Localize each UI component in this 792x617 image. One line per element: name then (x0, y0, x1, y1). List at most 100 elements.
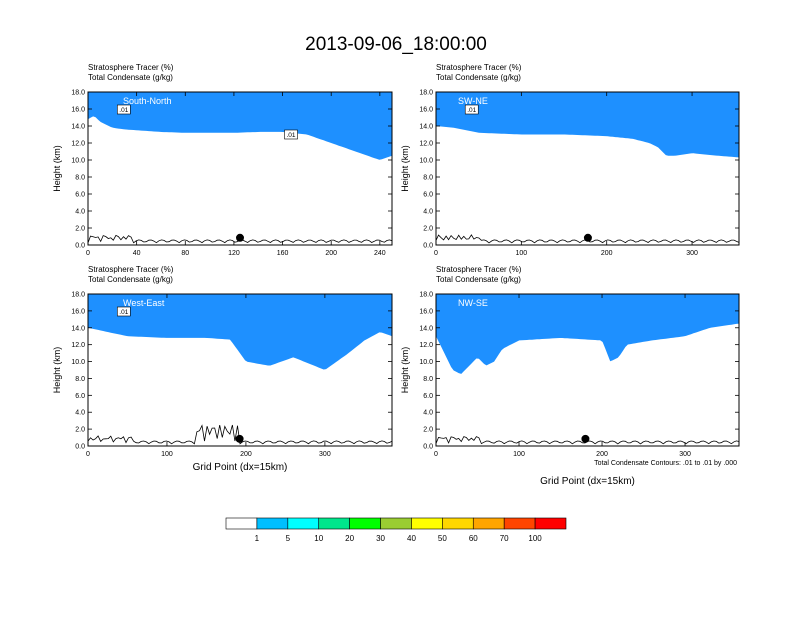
colorbar-label: 1 (255, 534, 260, 543)
panel-label: NW-SE (458, 298, 488, 308)
x-tick-label: 0 (434, 250, 438, 257)
y-tick-label: 0.0 (75, 243, 85, 250)
plot-area (436, 294, 739, 446)
panel-sw-ne: .01 0.0 2.0 4.0 6.0 8.0 10.0 12.0 14.0 16.0 18.0 0 1… (400, 63, 740, 257)
tracer-band-1 (88, 92, 392, 160)
x-tick-label: 100 (513, 451, 525, 458)
colorbar-box (225, 517, 258, 530)
x-tick-label: 160 (277, 250, 289, 257)
x-tick-label: 0 (86, 250, 90, 257)
panel-title-condensate: Total Condensate (g/kg) (88, 73, 173, 82)
panel-title-condensate: Total Condensate (g/kg) (436, 275, 521, 284)
contour-label-text: .01 (119, 107, 128, 114)
y-tick-label: 6.0 (75, 192, 85, 199)
plot-frame (87, 293, 393, 447)
location-marker (581, 434, 590, 443)
x-tick-label: 200 (325, 250, 337, 257)
y-axis-label: Height (km) (400, 145, 410, 192)
y-tick-label: 2.0 (75, 226, 85, 233)
colorbar-label: 20 (345, 534, 354, 543)
x-tick-label: 100 (161, 451, 173, 458)
y-tick-label: 0.0 (75, 444, 85, 451)
panel-label: SW-NE (458, 96, 488, 106)
contour-label-text: .01 (119, 309, 128, 316)
terrain-line (88, 424, 392, 445)
x-tick-label: 40 (133, 250, 141, 257)
y-tick-label: 16.0 (419, 308, 433, 315)
y-tick-label: 2.0 (423, 226, 433, 233)
colorbar-label: 40 (407, 534, 416, 543)
plot-area: .01 (436, 92, 739, 245)
location-marker (236, 233, 244, 242)
panel-west-east: .01 0.0 2.0 4.0 6.0 8.0 10.0 12.0 14.0 16.0 18.0 0 1… (52, 265, 393, 473)
y-tick-label: 18.0 (419, 292, 433, 299)
y-tick-label: 16.0 (71, 308, 85, 315)
y-tick-label: 4.0 (423, 209, 433, 216)
y-tick-label: 2.0 (75, 427, 85, 434)
tracer-band-1 (436, 294, 739, 374)
x-tick-label: 120 (228, 250, 240, 257)
x-tick-label: 300 (679, 451, 691, 458)
location-marker (583, 233, 592, 242)
x-tick-label: 300 (319, 451, 331, 458)
y-tick-label: 18.0 (71, 90, 85, 97)
y-tick-label: 12.0 (419, 141, 433, 148)
y-axis-label: Height (km) (400, 347, 410, 394)
colorbar-label: 30 (376, 534, 385, 543)
y-tick-label: 12.0 (419, 342, 433, 349)
plot-frame (435, 293, 740, 447)
y-tick-label: 8.0 (423, 376, 433, 383)
x-tick-label: 200 (240, 451, 252, 458)
location-marker (235, 434, 244, 443)
contour-label: .01 (464, 104, 479, 115)
contour-label-text: .01 (467, 107, 476, 114)
x-tick-label: 0 (434, 451, 438, 458)
contour-label-box (284, 129, 298, 140)
colorbar-box (380, 517, 412, 530)
x-tick-label: 240 (374, 250, 386, 257)
contour-label: .01 (117, 306, 131, 317)
x-tick-label: 100 (516, 250, 528, 257)
colorbar-box (411, 517, 443, 530)
panel-title-tracer: Stratosphere Tracer (%) (88, 265, 174, 274)
y-axis-label: Height (km) (52, 145, 62, 192)
panel-title-condensate: Total Condensate (g/kg) (436, 73, 521, 82)
colorbar-box (534, 517, 567, 530)
colorbar-box (287, 517, 320, 530)
panel-south-north: .01.01.010.02.04.06.08.010.012.014.016.0… (52, 63, 393, 257)
y-tick-label: 10.0 (419, 158, 433, 165)
figure-title: 2013-09-06_18:00:00 (305, 34, 487, 55)
colorbar-label: 70 (500, 534, 509, 543)
x-tick-label: 80 (181, 250, 189, 257)
colorbar-box (503, 517, 536, 530)
contour-footnote: Total Condensate Contours: .01 to .01 by… (594, 460, 737, 467)
colorbar-label: 50 (438, 534, 447, 543)
y-tick-label: 4.0 (75, 209, 85, 216)
y-tick-label: 16.0 (419, 107, 433, 114)
y-tick-label: 10.0 (71, 158, 85, 165)
x-tick-label: 300 (686, 250, 698, 257)
contour-label-box (464, 104, 479, 115)
tracer-band-1 (88, 294, 392, 370)
y-tick-label: 4.0 (75, 410, 85, 417)
contour-label-box (117, 306, 131, 317)
y-tick-label: 14.0 (419, 325, 433, 332)
plot-area: .01 (88, 294, 392, 446)
y-tick-label: 0.0 (423, 444, 433, 451)
colorbar-box (318, 517, 350, 530)
x-tick-label: 0 (86, 451, 90, 458)
y-tick-label: 2.0 (423, 427, 433, 434)
y-tick-label: 14.0 (71, 124, 85, 131)
y-axis-label: Height (km) (52, 347, 62, 394)
y-tick-label: 6.0 (423, 393, 433, 400)
colorbar-box (349, 517, 381, 530)
x-axis-label: Grid Point (dx=15km) (193, 462, 288, 473)
panel-title-tracer: Stratosphere Tracer (%) (436, 63, 522, 72)
y-tick-label: 4.0 (423, 410, 433, 417)
plot-frame (87, 91, 393, 246)
y-tick-label: 6.0 (423, 192, 433, 199)
y-tick-label: 14.0 (419, 124, 433, 131)
plot-frame (435, 91, 740, 246)
